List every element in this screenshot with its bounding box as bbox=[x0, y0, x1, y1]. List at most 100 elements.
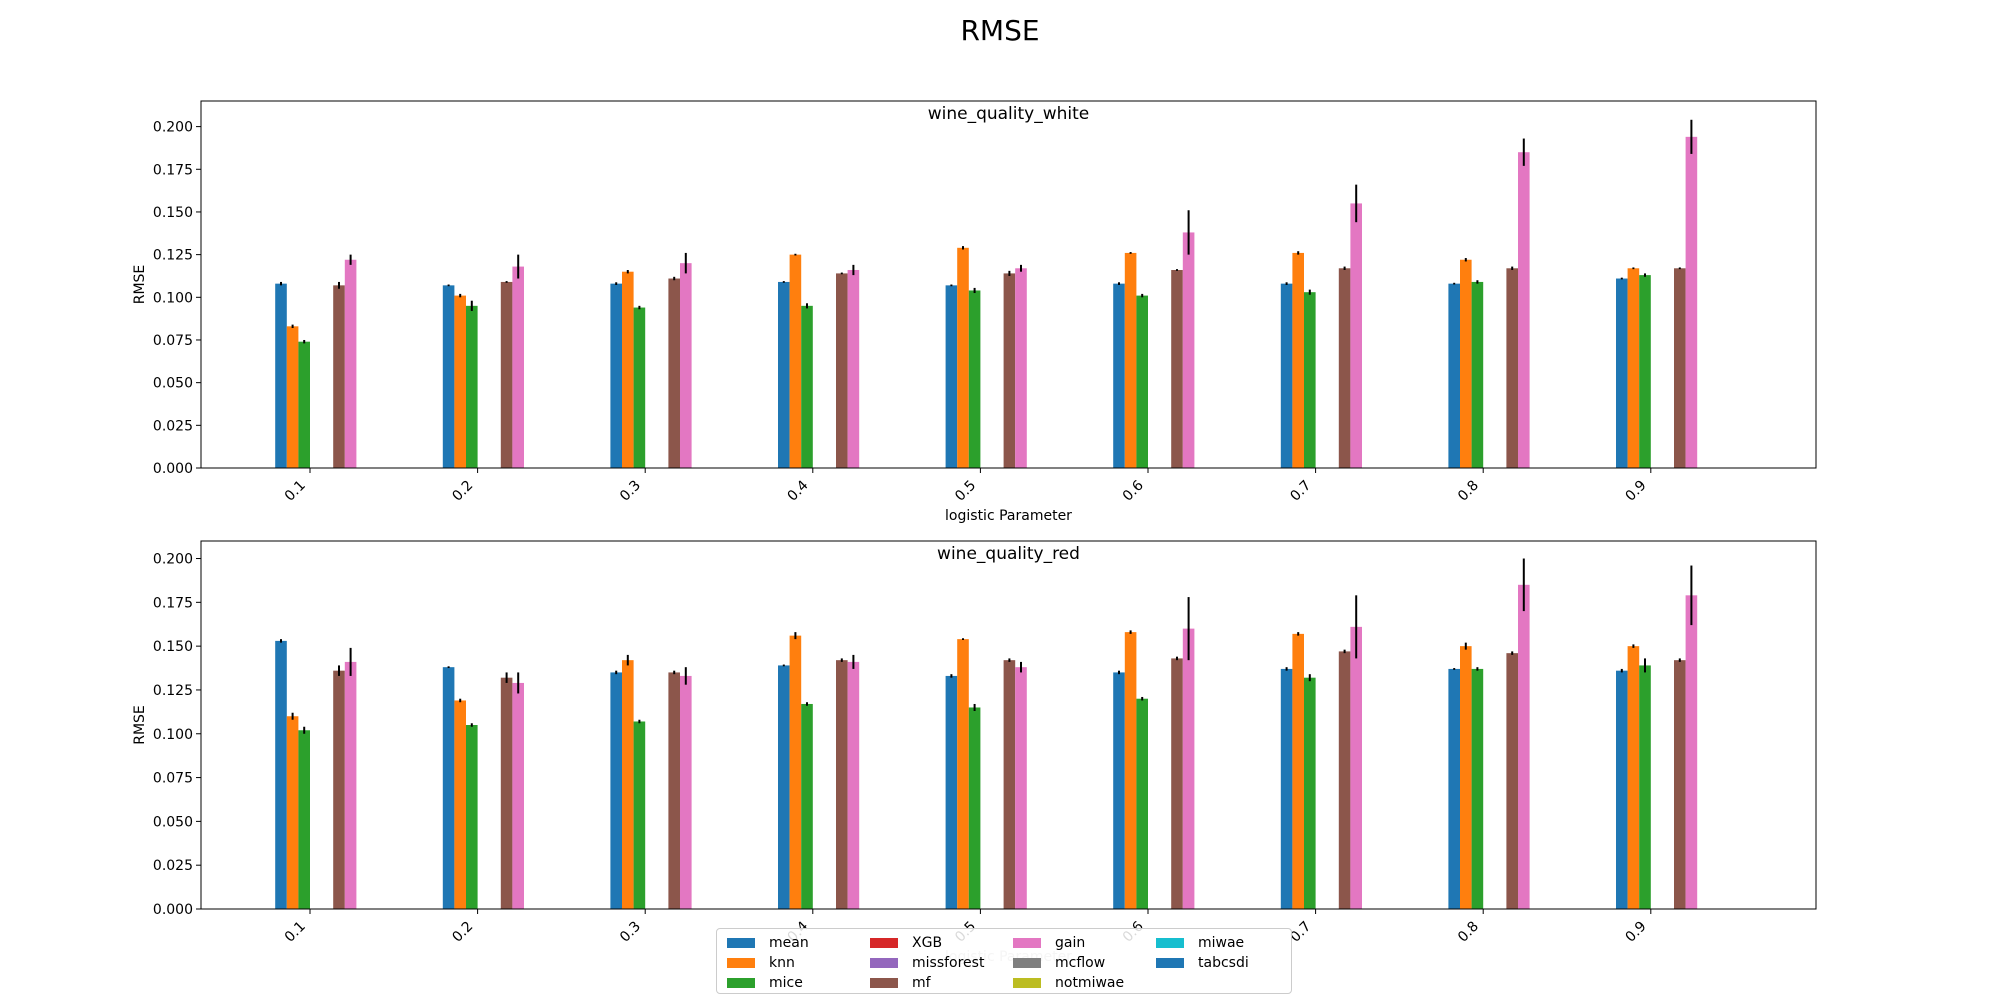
legend-swatch bbox=[1013, 958, 1041, 968]
legend-swatch bbox=[727, 978, 755, 988]
bar-mean-0-6 bbox=[1113, 672, 1125, 909]
bar-mice-0-2 bbox=[466, 305, 478, 468]
bar-knn-0-9 bbox=[1627, 268, 1640, 468]
x-tick-label: 0.8 bbox=[1455, 478, 1482, 505]
bar-mf-0-9 bbox=[1674, 268, 1686, 468]
bar-mean-0-8 bbox=[1448, 283, 1460, 468]
bar-mean-0-1 bbox=[275, 283, 287, 468]
bar-knn-0-6 bbox=[1124, 252, 1137, 468]
y-tick-label: 0.175 bbox=[153, 162, 193, 178]
bar-mean-0-5 bbox=[945, 675, 958, 909]
bar-mean-0-7 bbox=[1280, 668, 1293, 909]
legend-item-mice: mice bbox=[723, 973, 866, 993]
bar-mice-0-4 bbox=[801, 305, 813, 468]
legend-label: mf bbox=[912, 975, 931, 991]
bar-knn-0-5 bbox=[957, 639, 969, 909]
bar-gain-0-8 bbox=[1518, 584, 1530, 909]
y-axis-label: RMSE bbox=[132, 265, 148, 305]
bar-mean-0-4 bbox=[778, 281, 790, 468]
bar-mice-0-1 bbox=[298, 730, 310, 909]
bar-gain-0-3 bbox=[680, 675, 692, 909]
bar-mf-0-8 bbox=[1506, 653, 1518, 909]
y-tick-label: 0.200 bbox=[153, 120, 193, 136]
x-tick-label: 0.7 bbox=[1287, 478, 1314, 505]
legend-item-notmiwae: notmiwae bbox=[1009, 973, 1152, 993]
legend: mean knn mice XGB missforest mf gain mcflow notm… bbox=[716, 928, 1292, 994]
legend-label: miwae bbox=[1198, 935, 1245, 951]
bar-gain-0-1 bbox=[344, 661, 357, 909]
x-tick-label: 0.8 bbox=[1455, 919, 1482, 946]
legend-item-xgb: XGB bbox=[866, 933, 1009, 953]
y-tick-label: 0.050 bbox=[153, 814, 193, 830]
bar-knn-0-8 bbox=[1460, 646, 1472, 909]
bar-gain-0-7 bbox=[1350, 203, 1362, 468]
bar-knn-0-3 bbox=[622, 271, 634, 468]
bar-mean-0-2 bbox=[442, 667, 455, 909]
legend-label: tabcsdi bbox=[1198, 955, 1249, 971]
bar-knn-0-1 bbox=[286, 326, 299, 468]
x-tick-label: 0.9 bbox=[1623, 478, 1650, 505]
bar-mf-0-2 bbox=[500, 281, 513, 468]
bar-gain-0-1 bbox=[344, 259, 357, 468]
legend-swatch bbox=[870, 978, 898, 988]
bar-mean-0-7 bbox=[1280, 283, 1293, 468]
bar-knn-0-7 bbox=[1292, 252, 1304, 468]
bar-gain-0-7 bbox=[1350, 626, 1362, 909]
legend-label: mean bbox=[769, 935, 809, 951]
bar-mice-0-3 bbox=[633, 307, 646, 468]
bar-mf-0-7 bbox=[1338, 651, 1351, 909]
legend-swatch bbox=[1013, 978, 1041, 988]
bar-mean-0-1 bbox=[275, 640, 287, 909]
bar-mean-0-8 bbox=[1448, 668, 1460, 909]
figure-title: RMSE bbox=[960, 14, 1040, 47]
y-tick-label: 0.050 bbox=[153, 376, 193, 392]
bar-gain-0-8 bbox=[1518, 152, 1530, 469]
x-tick-label: 0.3 bbox=[617, 919, 644, 946]
legend-label: mice bbox=[769, 975, 803, 991]
x-tick-label: 0.9 bbox=[1623, 919, 1650, 946]
bar-mean-0-2 bbox=[442, 285, 455, 468]
x-tick-label: 0.2 bbox=[449, 478, 476, 505]
y-tick-label: 0.000 bbox=[153, 461, 193, 477]
bar-mice-0-2 bbox=[466, 725, 478, 909]
x-tick-label: 0.1 bbox=[282, 919, 309, 946]
plot-frame bbox=[200, 100, 1817, 469]
bar-mice-0-4 bbox=[801, 703, 813, 909]
y-tick-label: 0.100 bbox=[153, 727, 193, 743]
bar-mean-0-9 bbox=[1616, 278, 1628, 468]
legend-item-tabcsdi: tabcsdi bbox=[1152, 953, 1295, 973]
legend-swatch bbox=[870, 958, 898, 968]
y-tick-label: 0.150 bbox=[153, 205, 193, 221]
bar-gain-0-4 bbox=[847, 269, 860, 468]
bar-mice-0-6 bbox=[1136, 295, 1148, 468]
legend-label: XGB bbox=[912, 935, 943, 951]
legend-item-knn: knn bbox=[723, 953, 866, 973]
legend-swatch bbox=[727, 938, 755, 948]
bar-mice-0-7 bbox=[1304, 292, 1316, 468]
bar-gain-0-6 bbox=[1182, 232, 1195, 468]
bar-mice-0-8 bbox=[1471, 281, 1484, 468]
legend-item-gain: gain bbox=[1009, 933, 1152, 953]
bar-mean-0-5 bbox=[945, 285, 958, 468]
y-tick-label: 0.100 bbox=[153, 290, 193, 306]
bar-gain-0-2 bbox=[512, 266, 524, 468]
y-tick-label: 0.125 bbox=[153, 248, 193, 264]
bar-mice-0-3 bbox=[633, 721, 646, 909]
legend-grid: mean knn mice XGB missforest mf gain mcflow notm… bbox=[723, 933, 1423, 993]
subplot-title: wine_quality_white bbox=[928, 104, 1090, 124]
y-axis-label: RMSE bbox=[132, 705, 148, 745]
legend-item-missforest: missforest bbox=[866, 953, 1009, 973]
legend-item-mean: mean bbox=[723, 933, 866, 953]
bar-mean-0-3 bbox=[610, 283, 622, 468]
bar-knn-0-6 bbox=[1124, 632, 1137, 909]
bar-mean-0-4 bbox=[778, 665, 790, 909]
bar-mice-0-9 bbox=[1639, 275, 1651, 468]
x-tick-label: 0.5 bbox=[952, 478, 979, 505]
bar-mf-0-4 bbox=[836, 273, 848, 468]
bar-mf-0-6 bbox=[1171, 658, 1183, 909]
bar-gain-0-5 bbox=[1015, 268, 1027, 468]
y-tick-label: 0.150 bbox=[153, 639, 193, 655]
bar-gain-0-9 bbox=[1685, 136, 1698, 469]
bar-mf-0-9 bbox=[1674, 660, 1686, 909]
